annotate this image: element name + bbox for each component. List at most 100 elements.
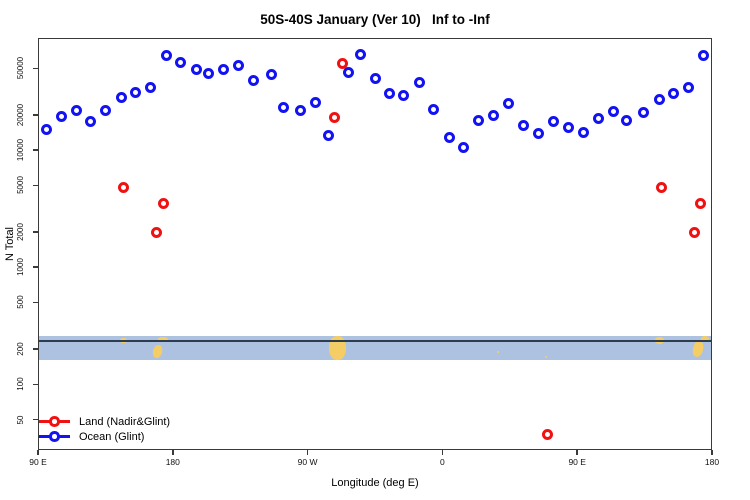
- data-point-ocean: [233, 60, 245, 72]
- data-point-ocean: [116, 91, 128, 103]
- x-axis-tick: [576, 450, 578, 455]
- data-point-land: [329, 111, 341, 123]
- y-tick-label: 10000: [16, 139, 25, 162]
- band-reference-line: [39, 339, 711, 343]
- data-point-ocean: [248, 75, 260, 87]
- data-point-ocean: [562, 121, 574, 133]
- data-point-ocean: [444, 132, 456, 144]
- band-yellow-mark: [157, 336, 168, 342]
- band-yellow-mark: [544, 356, 547, 359]
- x-tick-label: 180: [165, 457, 180, 467]
- legend-item-land: Land (Nadir&Glint): [39, 414, 170, 429]
- legend: Land (Nadir&Glint) Ocean (Glint): [39, 414, 170, 444]
- y-axis-tick: [32, 184, 38, 187]
- y-axis-tick: [32, 301, 38, 304]
- data-point-land: [117, 181, 129, 193]
- x-axis-tick: [37, 450, 39, 455]
- y-tick-label: 5000: [16, 176, 25, 195]
- plot-area: [38, 38, 712, 450]
- data-point-land: [655, 181, 667, 193]
- x-tick-label: 180: [704, 457, 720, 467]
- data-point-ocean: [369, 73, 381, 85]
- data-point-ocean: [278, 102, 290, 114]
- data-point-ocean: [384, 88, 396, 100]
- y-tick-label: 20000: [16, 103, 25, 127]
- y-axis-tick: [32, 231, 38, 233]
- data-point-ocean: [502, 97, 514, 109]
- y-axis-tick: [32, 418, 38, 421]
- data-point-ocean: [577, 126, 589, 138]
- data-point-land: [158, 198, 170, 210]
- legend-label-land: Land (Nadir&Glint): [79, 415, 171, 428]
- x-tick-label: 90 W: [297, 457, 318, 467]
- legend-item-ocean: Ocean (Glint): [39, 429, 170, 444]
- data-point-ocean: [354, 48, 366, 60]
- data-point-ocean: [414, 77, 426, 89]
- data-point-ocean: [129, 87, 141, 99]
- x-tick-label: 90 E: [29, 457, 47, 467]
- y-axis-label: N Total: [4, 226, 16, 262]
- data-point-ocean: [218, 63, 230, 75]
- data-point-ocean: [427, 103, 439, 115]
- data-point-ocean: [56, 111, 68, 123]
- data-point-ocean: [342, 66, 354, 78]
- reference-band: [39, 335, 711, 361]
- y-tick-label: 50000: [16, 57, 25, 80]
- y-tick-label: 2000: [16, 223, 25, 241]
- data-point-ocean: [532, 127, 544, 139]
- legend-circle-land: [49, 416, 60, 427]
- y-tick-label: 1000: [16, 258, 25, 277]
- legend-label-ocean: Ocean (Glint): [79, 430, 145, 443]
- chart-title: 50S-40S January (Ver 10) Inf to -Inf: [260, 12, 490, 27]
- land-marker-icon: [39, 416, 70, 428]
- data-point-ocean: [174, 57, 186, 69]
- data-point-ocean: [654, 93, 666, 105]
- data-point-ocean: [203, 67, 215, 79]
- data-point-ocean: [472, 115, 484, 127]
- data-point-ocean: [547, 116, 559, 128]
- data-point-ocean: [191, 63, 203, 75]
- x-tick-label: 90 E: [568, 457, 586, 467]
- x-axis-tick: [441, 450, 444, 455]
- x-tick-label: 0: [440, 457, 445, 467]
- y-tick-label: 50: [16, 415, 25, 424]
- y-axis-tick: [32, 67, 38, 70]
- y-axis-tick: [32, 266, 38, 268]
- data-point-ocean: [41, 124, 53, 136]
- x-axis-label: Longitude (deg E): [331, 477, 419, 489]
- data-point-ocean: [323, 129, 335, 141]
- x-axis-tick: [172, 450, 174, 455]
- data-point-ocean: [99, 105, 111, 117]
- data-point-ocean: [667, 87, 679, 99]
- y-axis-tick: [32, 383, 38, 386]
- band-yellow-mark: [496, 351, 499, 354]
- data-point-ocean: [682, 82, 694, 94]
- data-point-ocean: [637, 106, 649, 118]
- legend-circle-ocean: [49, 431, 60, 442]
- data-point-land: [688, 226, 700, 238]
- data-point-land: [150, 226, 162, 238]
- data-point-ocean: [397, 89, 409, 101]
- data-point-ocean: [71, 105, 83, 117]
- band-yellow-mark: [701, 335, 709, 343]
- data-point-ocean: [697, 49, 709, 61]
- data-point-ocean: [84, 116, 96, 128]
- data-point-ocean: [607, 105, 619, 117]
- y-tick-label: 100: [16, 377, 25, 391]
- y-tick-label: 200: [16, 342, 25, 356]
- data-point-ocean: [294, 104, 306, 116]
- data-point-land: [541, 429, 553, 441]
- y-axis-tick: [32, 348, 38, 350]
- data-point-ocean: [144, 81, 156, 93]
- data-point-ocean: [161, 49, 173, 61]
- band-yellow-mark: [336, 336, 344, 350]
- ocean-marker-icon: [39, 431, 70, 443]
- data-point-ocean: [487, 109, 499, 121]
- data-point-ocean: [621, 115, 633, 127]
- data-point-ocean: [266, 69, 278, 81]
- data-point-ocean: [517, 120, 529, 132]
- data-point-ocean: [592, 112, 604, 124]
- data-point-ocean: [457, 141, 469, 153]
- x-axis-tick: [306, 450, 309, 455]
